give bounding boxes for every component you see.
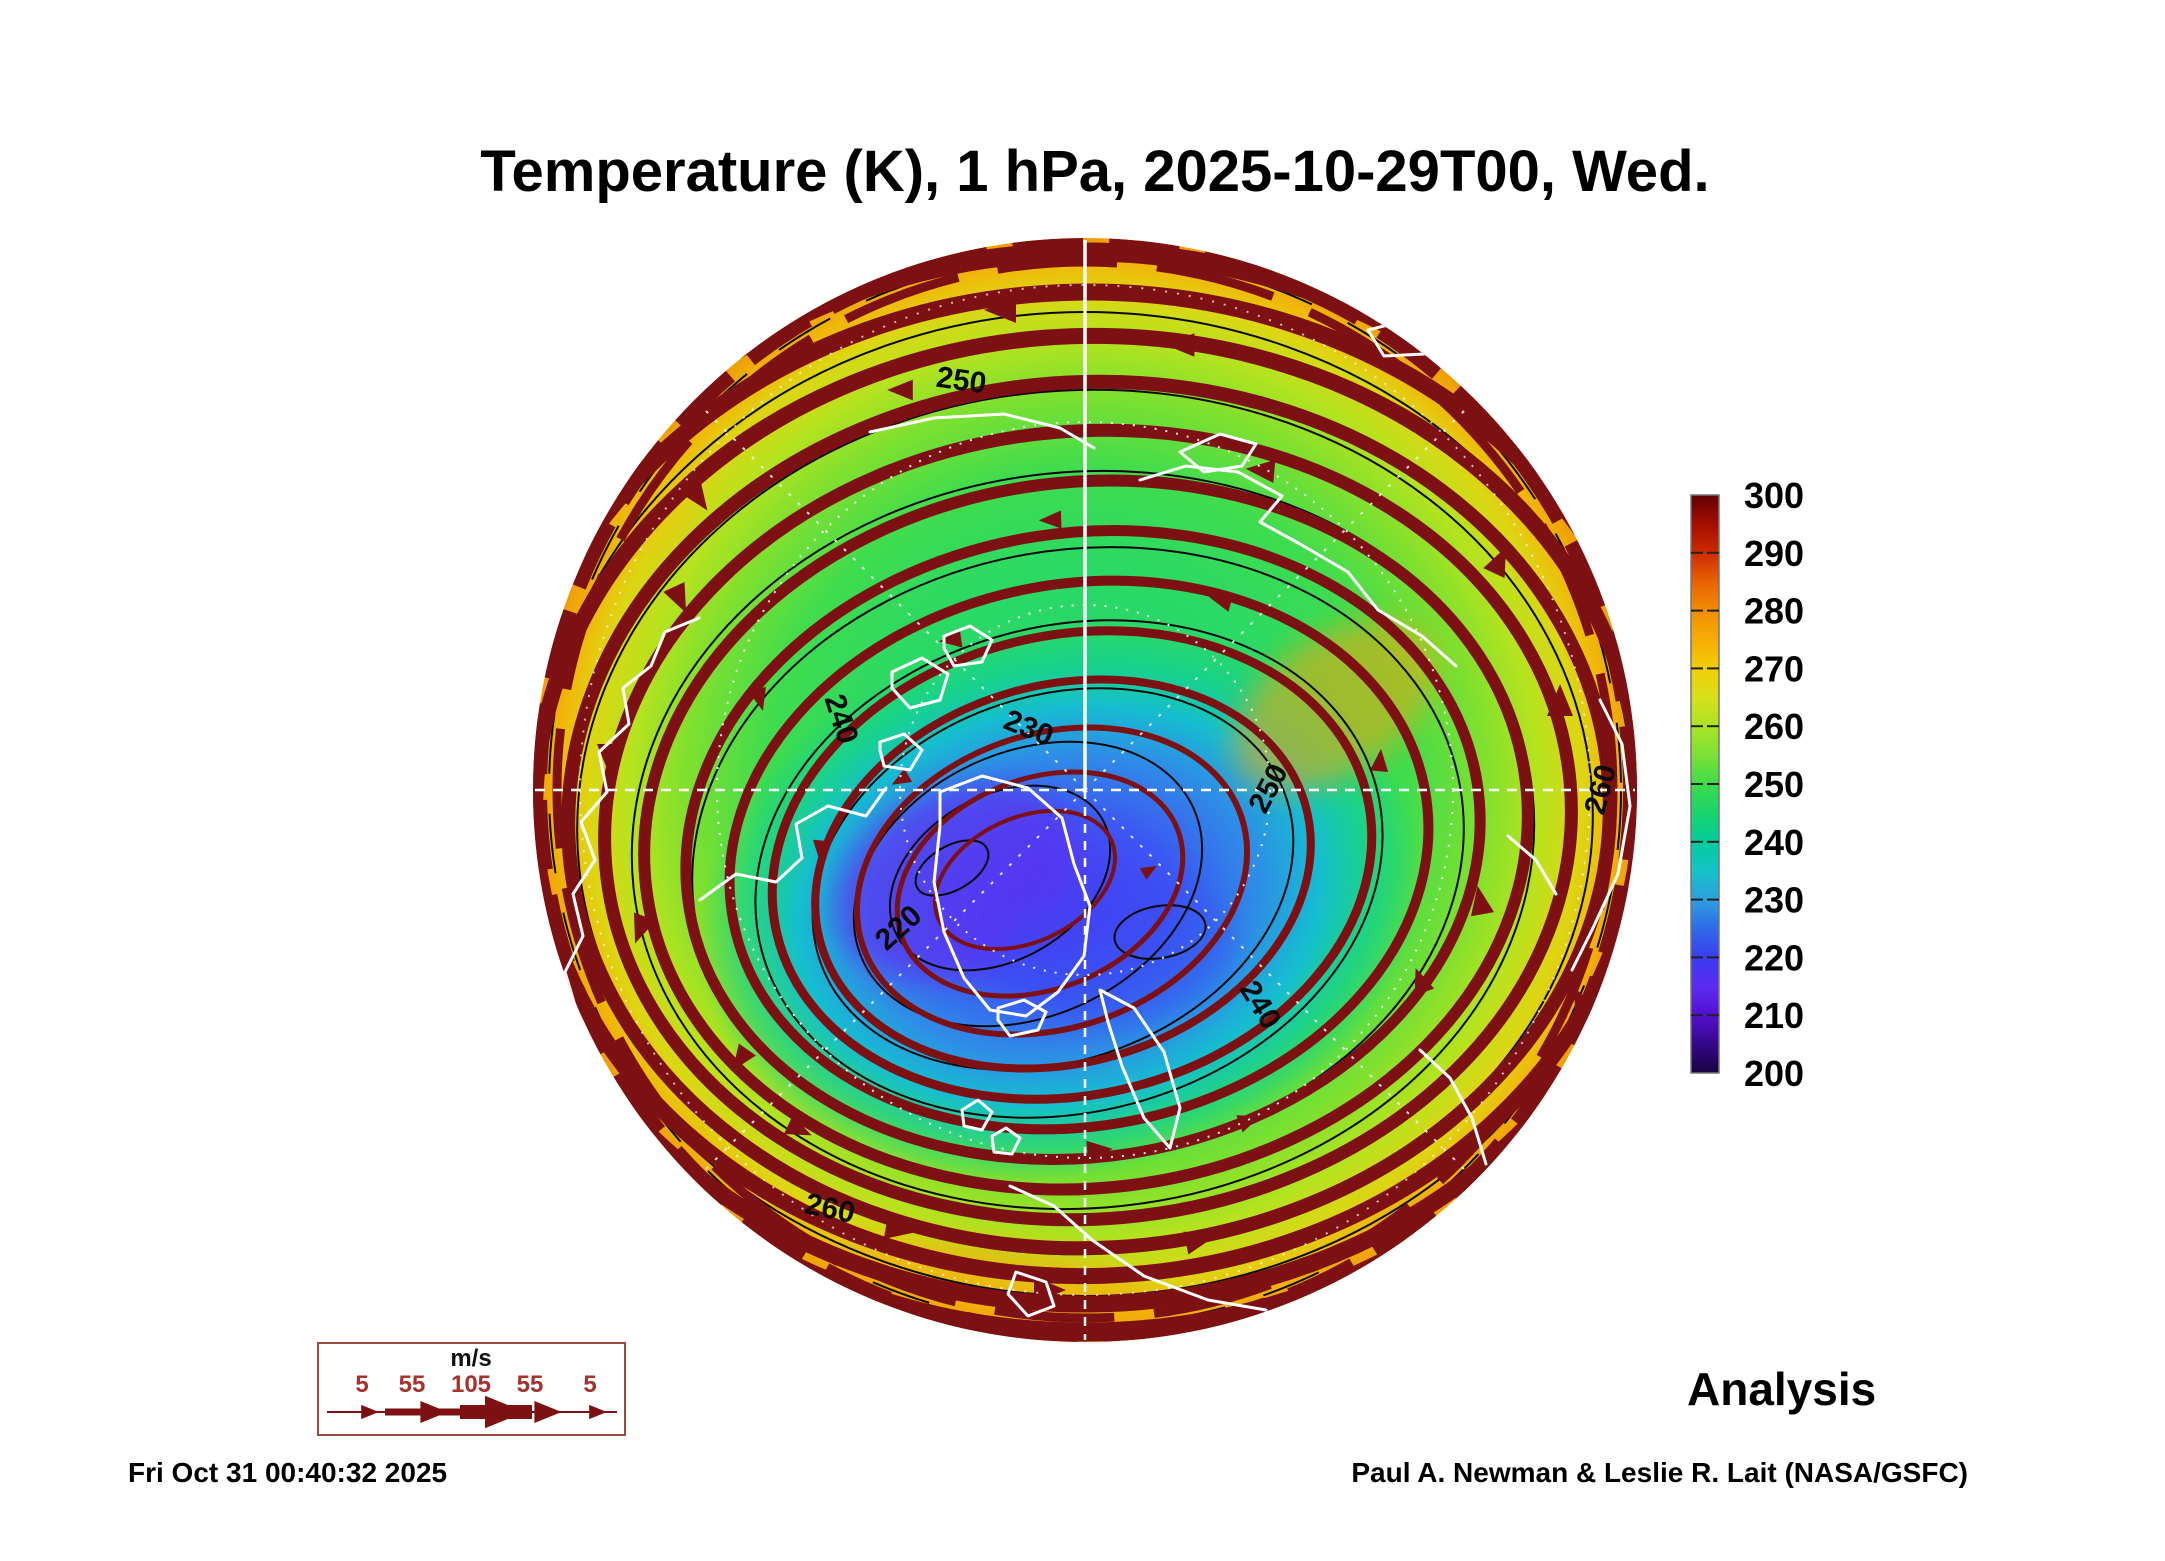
colorbar: 300 290 280 270 260 250 240 230 220 210 … (1690, 475, 1804, 1094)
wind-legend-speed: 105 (451, 1371, 491, 1398)
colorbar-label: 200 (1744, 1053, 1804, 1094)
wind-legend-speed: 55 (399, 1371, 426, 1398)
analysis-label: Analysis (1687, 1363, 1876, 1415)
colorbar-label: 230 (1744, 880, 1804, 921)
contour-label: 250 (934, 361, 988, 401)
wind-legend-speed: 55 (517, 1371, 544, 1398)
wind-legend-speed: 5 (355, 1371, 368, 1398)
generated-timestamp: Fri Oct 31 00:40:32 2025 (128, 1457, 447, 1488)
wind-legend-units: m/s (450, 1345, 491, 1372)
polar-map: 260 250 230 240 220 250 240 260 260 (533, 238, 1637, 1342)
graticule (535, 240, 1635, 1340)
colorbar-label: 290 (1744, 533, 1804, 574)
colorbar-label: 210 (1744, 995, 1804, 1036)
coastlines (553, 318, 1632, 1318)
colorbar-labels: 300 290 280 270 260 250 240 230 220 210 … (1744, 475, 1804, 1094)
colorbar-label: 220 (1744, 937, 1804, 978)
wind-legend-glyph (327, 1395, 617, 1429)
colorbar-label: 300 (1744, 475, 1804, 516)
plot-title: Temperature (K), 1 hPa, 2025-10-29T00, W… (480, 139, 1709, 204)
colorbar-label: 280 (1744, 591, 1804, 632)
wind-legend-box (317, 1342, 626, 1436)
colorbar-label: 270 (1744, 648, 1804, 689)
colorbar-ticks (1691, 551, 1719, 1017)
colorbar-label: 260 (1744, 706, 1804, 747)
wind-legend-speed: 5 (583, 1371, 596, 1398)
wind-speed-legend: m/s 5 55 105 55 5 (317, 1342, 626, 1436)
colorbar-label: 240 (1744, 822, 1804, 863)
credit-text: Paul A. Newman & Leslie R. Lait (NASA/GS… (1351, 1457, 1968, 1488)
colorbar-label: 250 (1744, 764, 1804, 805)
